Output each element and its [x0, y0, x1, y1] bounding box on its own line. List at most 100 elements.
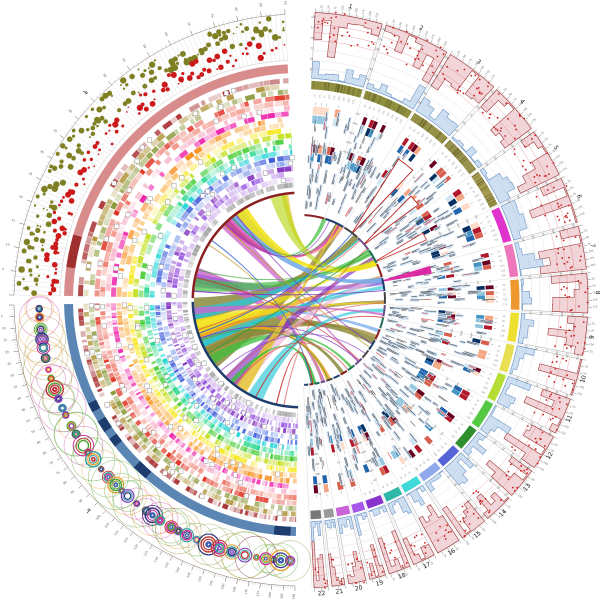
tick-label: 125	[592, 304, 597, 308]
panel-dot	[444, 538, 447, 540]
tick-mark	[421, 37, 423, 39]
tile	[255, 148, 264, 156]
scatter-dot-olive	[64, 146, 68, 150]
tile	[159, 468, 165, 474]
tick-label: 125	[347, 6, 352, 12]
tick-label: -40%	[363, 458, 371, 463]
tile	[283, 105, 291, 112]
panel-dot	[439, 525, 441, 528]
panel-dot	[582, 321, 585, 324]
tile	[215, 400, 220, 405]
tick-mark	[386, 21, 388, 25]
heat-tile-blue	[360, 423, 367, 433]
panel-dot	[499, 130, 502, 132]
tile	[240, 480, 247, 487]
tile	[188, 242, 196, 250]
panel-dot	[472, 512, 475, 515]
tick-mark	[502, 505, 504, 507]
gene-label	[390, 188, 400, 199]
panel-dot	[554, 345, 556, 348]
bubble-center-dot	[280, 559, 282, 562]
band-streak	[378, 96, 382, 105]
tile	[100, 240, 108, 251]
tile	[81, 339, 87, 343]
panel-dot	[523, 145, 526, 148]
panel-dot	[317, 571, 320, 573]
tick-mark	[342, 11, 344, 15]
tick-label: 25	[429, 561, 434, 566]
tick-mark	[406, 568, 407, 570]
tile	[204, 195, 212, 202]
tile	[200, 176, 209, 184]
tick-mark	[439, 45, 441, 48]
tick-mark	[469, 65, 472, 68]
tile	[120, 193, 129, 203]
tile	[92, 375, 99, 383]
panel-dot	[424, 546, 427, 549]
scatter-dot-olive	[29, 273, 33, 277]
scatter-dot-olive	[278, 36, 282, 39]
tile	[243, 446, 249, 453]
tile	[212, 196, 219, 203]
tile	[154, 409, 161, 415]
heat-tile-red	[313, 485, 319, 494]
tile	[176, 334, 182, 338]
tile	[105, 283, 112, 292]
tile	[282, 455, 285, 461]
tile	[165, 178, 174, 187]
tile	[259, 405, 264, 412]
tile	[136, 368, 143, 374]
panel-dot	[479, 503, 482, 505]
cell-divider	[14, 294, 61, 296]
cell-divider	[137, 64, 165, 103]
tile	[280, 422, 285, 428]
tick-label: 75	[501, 149, 506, 154]
bubble-halo	[131, 494, 174, 536]
tile	[184, 151, 195, 162]
tick-mark	[116, 520, 119, 523]
band-streak	[487, 200, 496, 205]
tile	[224, 498, 231, 505]
tile	[139, 345, 146, 351]
tick-mark	[54, 449, 57, 452]
tile	[177, 433, 184, 440]
scatter-dot-red	[161, 81, 168, 88]
scatter-dot-red	[97, 153, 100, 156]
tile	[131, 423, 138, 430]
tile	[131, 432, 137, 438]
tile	[142, 215, 148, 221]
tile	[95, 269, 102, 277]
bubble-halo	[111, 480, 144, 512]
tick-mark	[527, 121, 529, 123]
tile	[126, 417, 133, 423]
tile	[193, 346, 199, 352]
tile	[224, 406, 230, 412]
tile	[293, 489, 297, 495]
strip-label-mark	[439, 437, 442, 440]
tick-label: 25	[502, 315, 506, 318]
tile	[243, 158, 250, 166]
tick-label: 50	[462, 53, 467, 58]
scatter-dot-red	[104, 132, 108, 135]
tile	[132, 434, 139, 440]
heat-tile-blue	[453, 384, 463, 393]
tile	[238, 160, 245, 168]
tile	[122, 309, 128, 313]
tile	[166, 310, 172, 314]
tick-mark	[47, 155, 52, 159]
tile	[153, 365, 160, 372]
tick-mark	[18, 364, 22, 366]
tile	[218, 422, 223, 428]
tile	[183, 278, 190, 283]
scatter-dot-olive	[31, 246, 35, 250]
scatter-dot-olive	[226, 28, 231, 34]
scatter-dot-olive	[42, 192, 46, 196]
tile	[160, 398, 167, 405]
tile	[94, 381, 101, 388]
strip-label-mark	[353, 487, 356, 491]
gene-label	[368, 185, 379, 198]
tile	[209, 169, 218, 178]
tile	[273, 476, 279, 483]
tile	[245, 453, 248, 459]
scatter-dot-olive	[110, 94, 114, 98]
